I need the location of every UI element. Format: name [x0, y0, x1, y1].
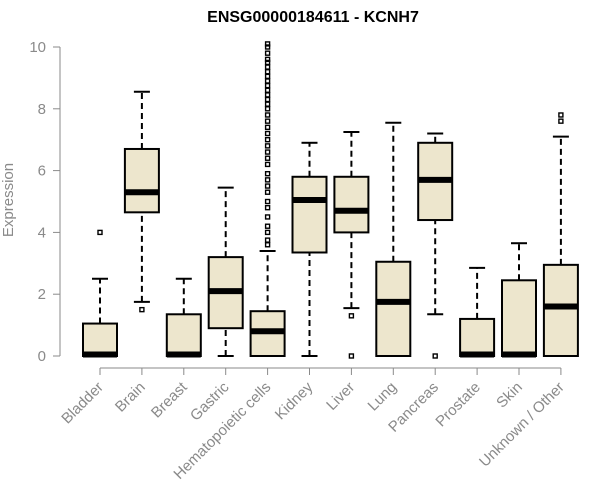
outlier-point [264, 87, 271, 93]
outlier-point [264, 149, 271, 155]
outlier-point [264, 44, 271, 50]
y-tick-label: 2 [38, 286, 46, 303]
y-tick-label: 0 [38, 348, 46, 365]
box-brain [123, 90, 160, 313]
outlier-point [264, 242, 271, 248]
outlier-point [264, 118, 271, 124]
box-lung [375, 121, 412, 358]
iqr-box [333, 175, 370, 234]
outlier-point [264, 237, 271, 243]
x-tick-label: Bladder [58, 379, 107, 428]
outlier-point [264, 124, 271, 131]
outlier-point [264, 56, 271, 63]
iqr-box [165, 313, 202, 358]
box-pancreas [417, 132, 454, 359]
y-tick-label: 6 [38, 163, 46, 180]
box-liver [333, 130, 370, 359]
iqr-box [542, 263, 579, 357]
axes: 0 2 4 6 8 10 [29, 39, 562, 375]
outlier-point [264, 101, 271, 107]
outlier-point [264, 170, 271, 177]
outlier-point [264, 92, 271, 98]
outlier-point [264, 41, 271, 47]
outlier-point [264, 59, 271, 66]
outlier-point [264, 155, 271, 161]
outlier-point [264, 223, 271, 229]
outlier-point [432, 353, 438, 359]
outlier-point [264, 229, 271, 236]
outlier-point [264, 143, 271, 149]
x-tick-label: Prostate [432, 379, 484, 431]
outlier-point [348, 353, 355, 359]
outlier-point [348, 313, 355, 319]
outlier-point [264, 96, 271, 103]
iqr-box [501, 279, 537, 358]
x-tick-label: Lung [365, 379, 401, 415]
chart-title: ENSG00000184611 - KCNH7 [207, 9, 419, 26]
outlier-point [264, 189, 271, 195]
box-unknown-other [542, 112, 579, 357]
outlier-point [558, 118, 564, 124]
outlier-point [264, 214, 271, 220]
plot-area [82, 41, 579, 359]
y-tick-label: 10 [29, 39, 46, 56]
outlier-point [264, 204, 271, 211]
outlier-point [264, 198, 271, 205]
outlier-point [264, 78, 271, 84]
box-breast [165, 277, 202, 358]
outlier-point [264, 136, 271, 143]
box-prostate [459, 266, 496, 358]
x-tick-label: Liver [323, 379, 358, 414]
x-tick-label: Breast [148, 378, 191, 421]
box-gastric [207, 186, 244, 357]
outlier-point [264, 177, 271, 183]
outlier-point [97, 229, 103, 236]
y-tick-label: 4 [38, 224, 46, 241]
outlier-point [558, 112, 564, 118]
outlier-point [264, 82, 271, 89]
iqr-box [375, 260, 412, 358]
outlier-point [264, 130, 271, 137]
iqr-box [459, 317, 496, 358]
outlier-point [264, 112, 271, 118]
outlier-point [264, 50, 271, 56]
outlier-point [264, 183, 271, 189]
y-tick-label: 8 [38, 101, 46, 118]
outlier-point [264, 106, 271, 112]
outlier-point [264, 161, 271, 168]
iqr-box [82, 322, 118, 357]
box-bladder [82, 229, 118, 358]
box-hematopoietic-cells [249, 41, 286, 358]
box-skin [501, 242, 537, 358]
box-kidney [291, 141, 328, 357]
x-tick-label: Kidney [272, 378, 317, 423]
iqr-box [291, 175, 328, 254]
outlier-point [139, 306, 145, 313]
outlier-point [264, 73, 271, 80]
x-tick-label: Brain [112, 379, 149, 416]
iqr-box [123, 147, 160, 214]
x-tick-label: Skin [493, 379, 526, 412]
y-axis-label: Expression [0, 163, 17, 237]
outlier-point [264, 69, 271, 75]
outlier-point [264, 64, 271, 70]
